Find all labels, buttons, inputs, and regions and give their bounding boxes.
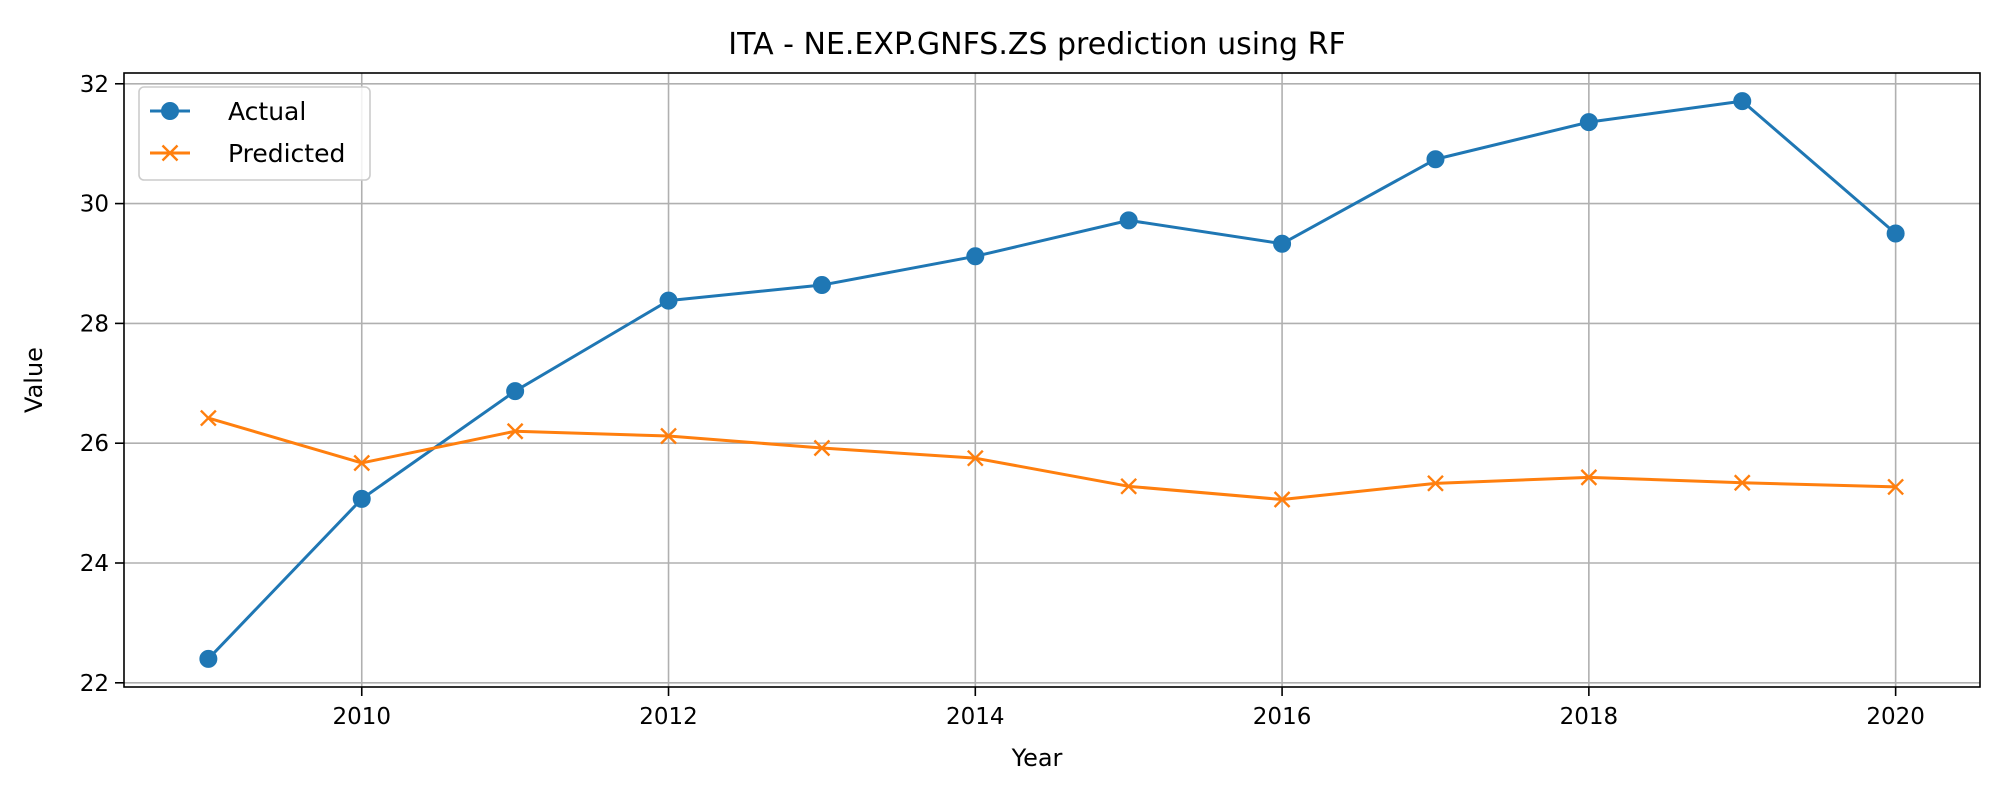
predicted-line	[207, 416, 1896, 502]
x-marker-stroke	[506, 422, 524, 440]
x-marker-stroke	[1427, 474, 1444, 492]
series-predicted	[200, 409, 1904, 508]
legend-label: Actual	[228, 97, 306, 126]
predicted-point	[966, 449, 984, 467]
predicted-point	[1120, 477, 1138, 495]
actual-point	[812, 276, 831, 295]
legend-marker	[161, 102, 179, 120]
actual-point	[966, 247, 985, 266]
series-layer	[199, 92, 1905, 668]
x-marker-stroke	[200, 409, 217, 427]
x-tick-label: 2020	[1866, 704, 1925, 730]
predicted-point	[353, 454, 371, 472]
predicted-point	[1733, 474, 1751, 492]
y-tick-label: 26	[80, 431, 109, 457]
x-marker-stroke	[1273, 491, 1291, 508]
y-tick-label: 28	[80, 311, 109, 337]
plot-frame	[123, 72, 1981, 688]
actual-point	[1119, 211, 1138, 230]
series-actual	[199, 92, 1905, 668]
predicted-point	[1580, 468, 1598, 486]
predicted-point	[1427, 474, 1444, 492]
x-tick-label: 2010	[332, 704, 391, 730]
y-tick-label: 24	[80, 551, 109, 577]
predicted-point	[200, 409, 217, 427]
x-tick-label: 2014	[946, 704, 1005, 730]
legend-marker	[161, 144, 179, 162]
chart-title: ITA - NE.EXP.GNFS.ZS prediction using RF	[728, 27, 1346, 62]
predicted-point	[1887, 478, 1904, 496]
x-marker-stroke	[966, 449, 984, 467]
predicted-point	[660, 427, 677, 445]
x-marker-stroke	[161, 144, 179, 162]
legend-item-predicted: Predicted	[150, 139, 345, 168]
actual-point	[1579, 113, 1598, 132]
actual-point	[352, 489, 371, 508]
actual-point	[1733, 92, 1752, 111]
predicted-point	[813, 439, 831, 457]
x-tick-label: 2012	[639, 704, 698, 730]
grid	[124, 73, 1980, 687]
actual-point	[659, 291, 678, 310]
actual-point	[506, 382, 525, 401]
actual-line	[207, 99, 1897, 660]
axis-ticks: 2010 2012 2014 2016 2018 2020 22 24 26 28 30 32	[80, 72, 1925, 730]
x-marker-stroke	[353, 454, 371, 472]
y-axis-label: Value	[20, 347, 48, 413]
y-tick-label: 30	[80, 192, 109, 218]
legend-item-actual: Actual	[150, 97, 306, 126]
actual-point	[1426, 150, 1445, 169]
legend: Actual Predicted	[138, 86, 371, 181]
actual-point	[1273, 234, 1292, 253]
x-axis-label: Year	[1011, 744, 1063, 772]
x-marker-stroke	[1120, 477, 1138, 495]
predicted-point	[506, 422, 524, 440]
x-marker-stroke	[1580, 468, 1598, 486]
x-tick-label: 2016	[1253, 704, 1312, 730]
x-marker-stroke	[1733, 474, 1751, 492]
actual-point	[199, 649, 218, 668]
x-marker-stroke	[660, 427, 677, 445]
y-tick-label: 32	[80, 72, 109, 98]
predicted-point	[1273, 491, 1291, 508]
legend-label: Predicted	[228, 139, 345, 168]
x-marker-stroke	[1887, 478, 1904, 496]
x-tick-label: 2018	[1560, 704, 1619, 730]
legend-box	[138, 86, 371, 181]
y-tick-label: 22	[80, 671, 109, 697]
actual-point	[1886, 224, 1905, 243]
x-marker-stroke	[813, 439, 831, 457]
